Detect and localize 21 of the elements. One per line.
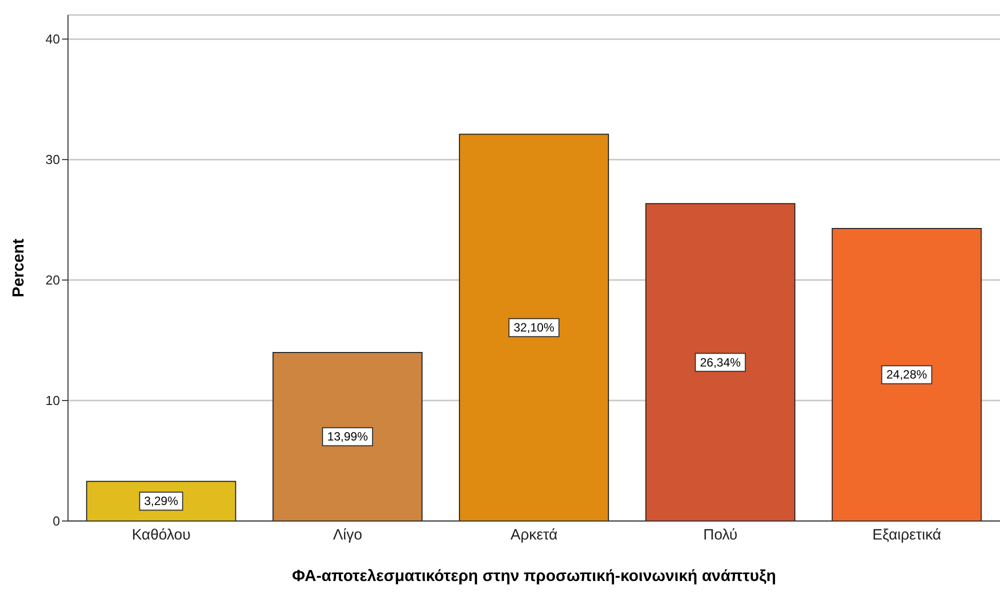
data-label: 32,10% bbox=[514, 320, 555, 335]
data-label: 26,34% bbox=[700, 355, 742, 370]
y-tick-label: 10 bbox=[46, 393, 60, 408]
y-axis-title: Percent bbox=[10, 238, 28, 298]
data-label: 24,28% bbox=[886, 368, 928, 382]
x-tick-label: Λίγο bbox=[333, 526, 362, 544]
y-tick-label: 20 bbox=[46, 272, 60, 288]
y-tick-label: 0 bbox=[52, 514, 60, 529]
bar bbox=[458, 134, 609, 521]
x-axis-title: ΦΑ-αποτελεσματικότερη στην προσωπική-κοινωνική ανάπτυξη bbox=[292, 568, 776, 585]
x-tick-label: Αρκετά bbox=[510, 526, 558, 544]
y-tick-label: 30 bbox=[46, 152, 60, 168]
x-tick-label: Εξαιρετικά bbox=[872, 526, 942, 544]
y-tick-label: 40 bbox=[46, 32, 60, 47]
data-label: 3,29% bbox=[144, 494, 178, 508]
x-tick-label: Καθόλου bbox=[132, 526, 191, 544]
bar bbox=[832, 228, 982, 521]
bar bbox=[272, 352, 423, 521]
bar bbox=[645, 203, 796, 521]
data-label: 13,99% bbox=[327, 430, 368, 444]
x-tick-label: Πολύ bbox=[703, 526, 738, 544]
